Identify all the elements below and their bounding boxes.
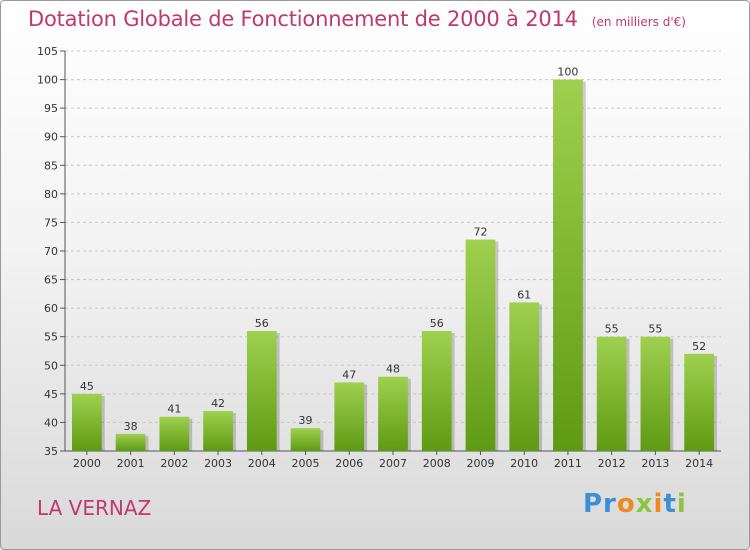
y-tick-label: 70 <box>44 245 58 258</box>
labels: 35 40 45 50 55 60 65 70 75 80 85 90 95 100 105 45 2000 38… <box>37 45 713 470</box>
bar-chart: 35 40 45 50 55 60 65 70 75 80 85 90 95 100 105 45 2000 38… <box>37 45 721 470</box>
bar-2007 <box>378 376 408 451</box>
x-tick-label: 2008 <box>423 457 451 470</box>
value-label: 39 <box>299 414 313 427</box>
value-label: 55 <box>605 323 619 336</box>
value-label: 52 <box>692 340 706 353</box>
x-tick-label: 2002 <box>160 457 188 470</box>
y-tick-label: 75 <box>44 216 58 229</box>
value-label: 45 <box>80 380 94 393</box>
y-tick-label: 100 <box>37 74 58 87</box>
bar-2003 <box>203 411 233 451</box>
y-tick-label: 80 <box>44 188 58 201</box>
chart-unit: (en milliers d'€) <box>591 15 686 29</box>
value-label: 47 <box>342 368 356 381</box>
y-tick-label: 105 <box>37 45 58 58</box>
x-tick-label: 2005 <box>292 457 320 470</box>
y-tick-label: 45 <box>44 388 58 401</box>
proxiti-logo[interactable]: Proxiti <box>583 489 687 519</box>
x-tick-label: 2007 <box>379 457 407 470</box>
bar-2012 <box>596 336 627 451</box>
bar-2000 <box>71 393 102 451</box>
bar-2004 <box>246 331 277 451</box>
chart-title: Dotation Globale de Fonctionnement de 20… <box>28 7 578 31</box>
x-tick-label: 2013 <box>641 457 669 470</box>
value-label: 61 <box>517 288 531 301</box>
value-label: 38 <box>124 420 138 433</box>
y-tick-label: 35 <box>44 445 58 458</box>
x-tick-label: 2006 <box>335 457 363 470</box>
x-tick-label: 2001 <box>117 457 145 470</box>
y-tick-label: 65 <box>44 274 58 287</box>
bar-2009 <box>465 239 496 451</box>
value-label: 56 <box>430 317 444 330</box>
bar-2005 <box>290 428 321 451</box>
value-label: 41 <box>167 403 181 416</box>
value-label: 48 <box>386 363 400 376</box>
y-tick-label: 95 <box>44 102 58 115</box>
bar-2014 <box>684 353 715 451</box>
y-tick-label: 55 <box>44 331 58 344</box>
x-tick-label: 2009 <box>466 457 494 470</box>
y-tick-label: 40 <box>44 416 58 429</box>
x-tick-label: 2003 <box>204 457 232 470</box>
bar-2008 <box>421 331 452 451</box>
y-tick-label: 85 <box>44 159 58 172</box>
bar-2011 <box>553 79 583 452</box>
y-tick-label: 60 <box>44 302 58 315</box>
value-label: 72 <box>473 226 487 239</box>
x-tick-label: 2012 <box>598 457 626 470</box>
x-tick-label: 2014 <box>685 457 713 470</box>
bar-2010 <box>509 302 540 451</box>
bars <box>71 79 718 452</box>
x-tick-label: 2004 <box>248 457 276 470</box>
y-tick-label: 90 <box>44 131 58 144</box>
commune-name: LA VERNAZ <box>37 496 152 520</box>
bar-2002 <box>159 416 190 451</box>
title-row: Dotation Globale de Fonctionnement de 20… <box>28 7 686 31</box>
x-tick-label: 2010 <box>510 457 538 470</box>
x-tick-label: 2011 <box>554 457 582 470</box>
value-label: 100 <box>557 66 578 79</box>
bar-2001 <box>115 433 146 451</box>
value-label: 55 <box>648 323 662 336</box>
y-tick-label: 50 <box>44 359 58 372</box>
value-label: 56 <box>255 317 269 330</box>
value-label: 42 <box>211 397 225 410</box>
bar-2013 <box>640 336 671 451</box>
x-tick-label: 2000 <box>73 457 101 470</box>
bar-2006 <box>334 382 365 451</box>
